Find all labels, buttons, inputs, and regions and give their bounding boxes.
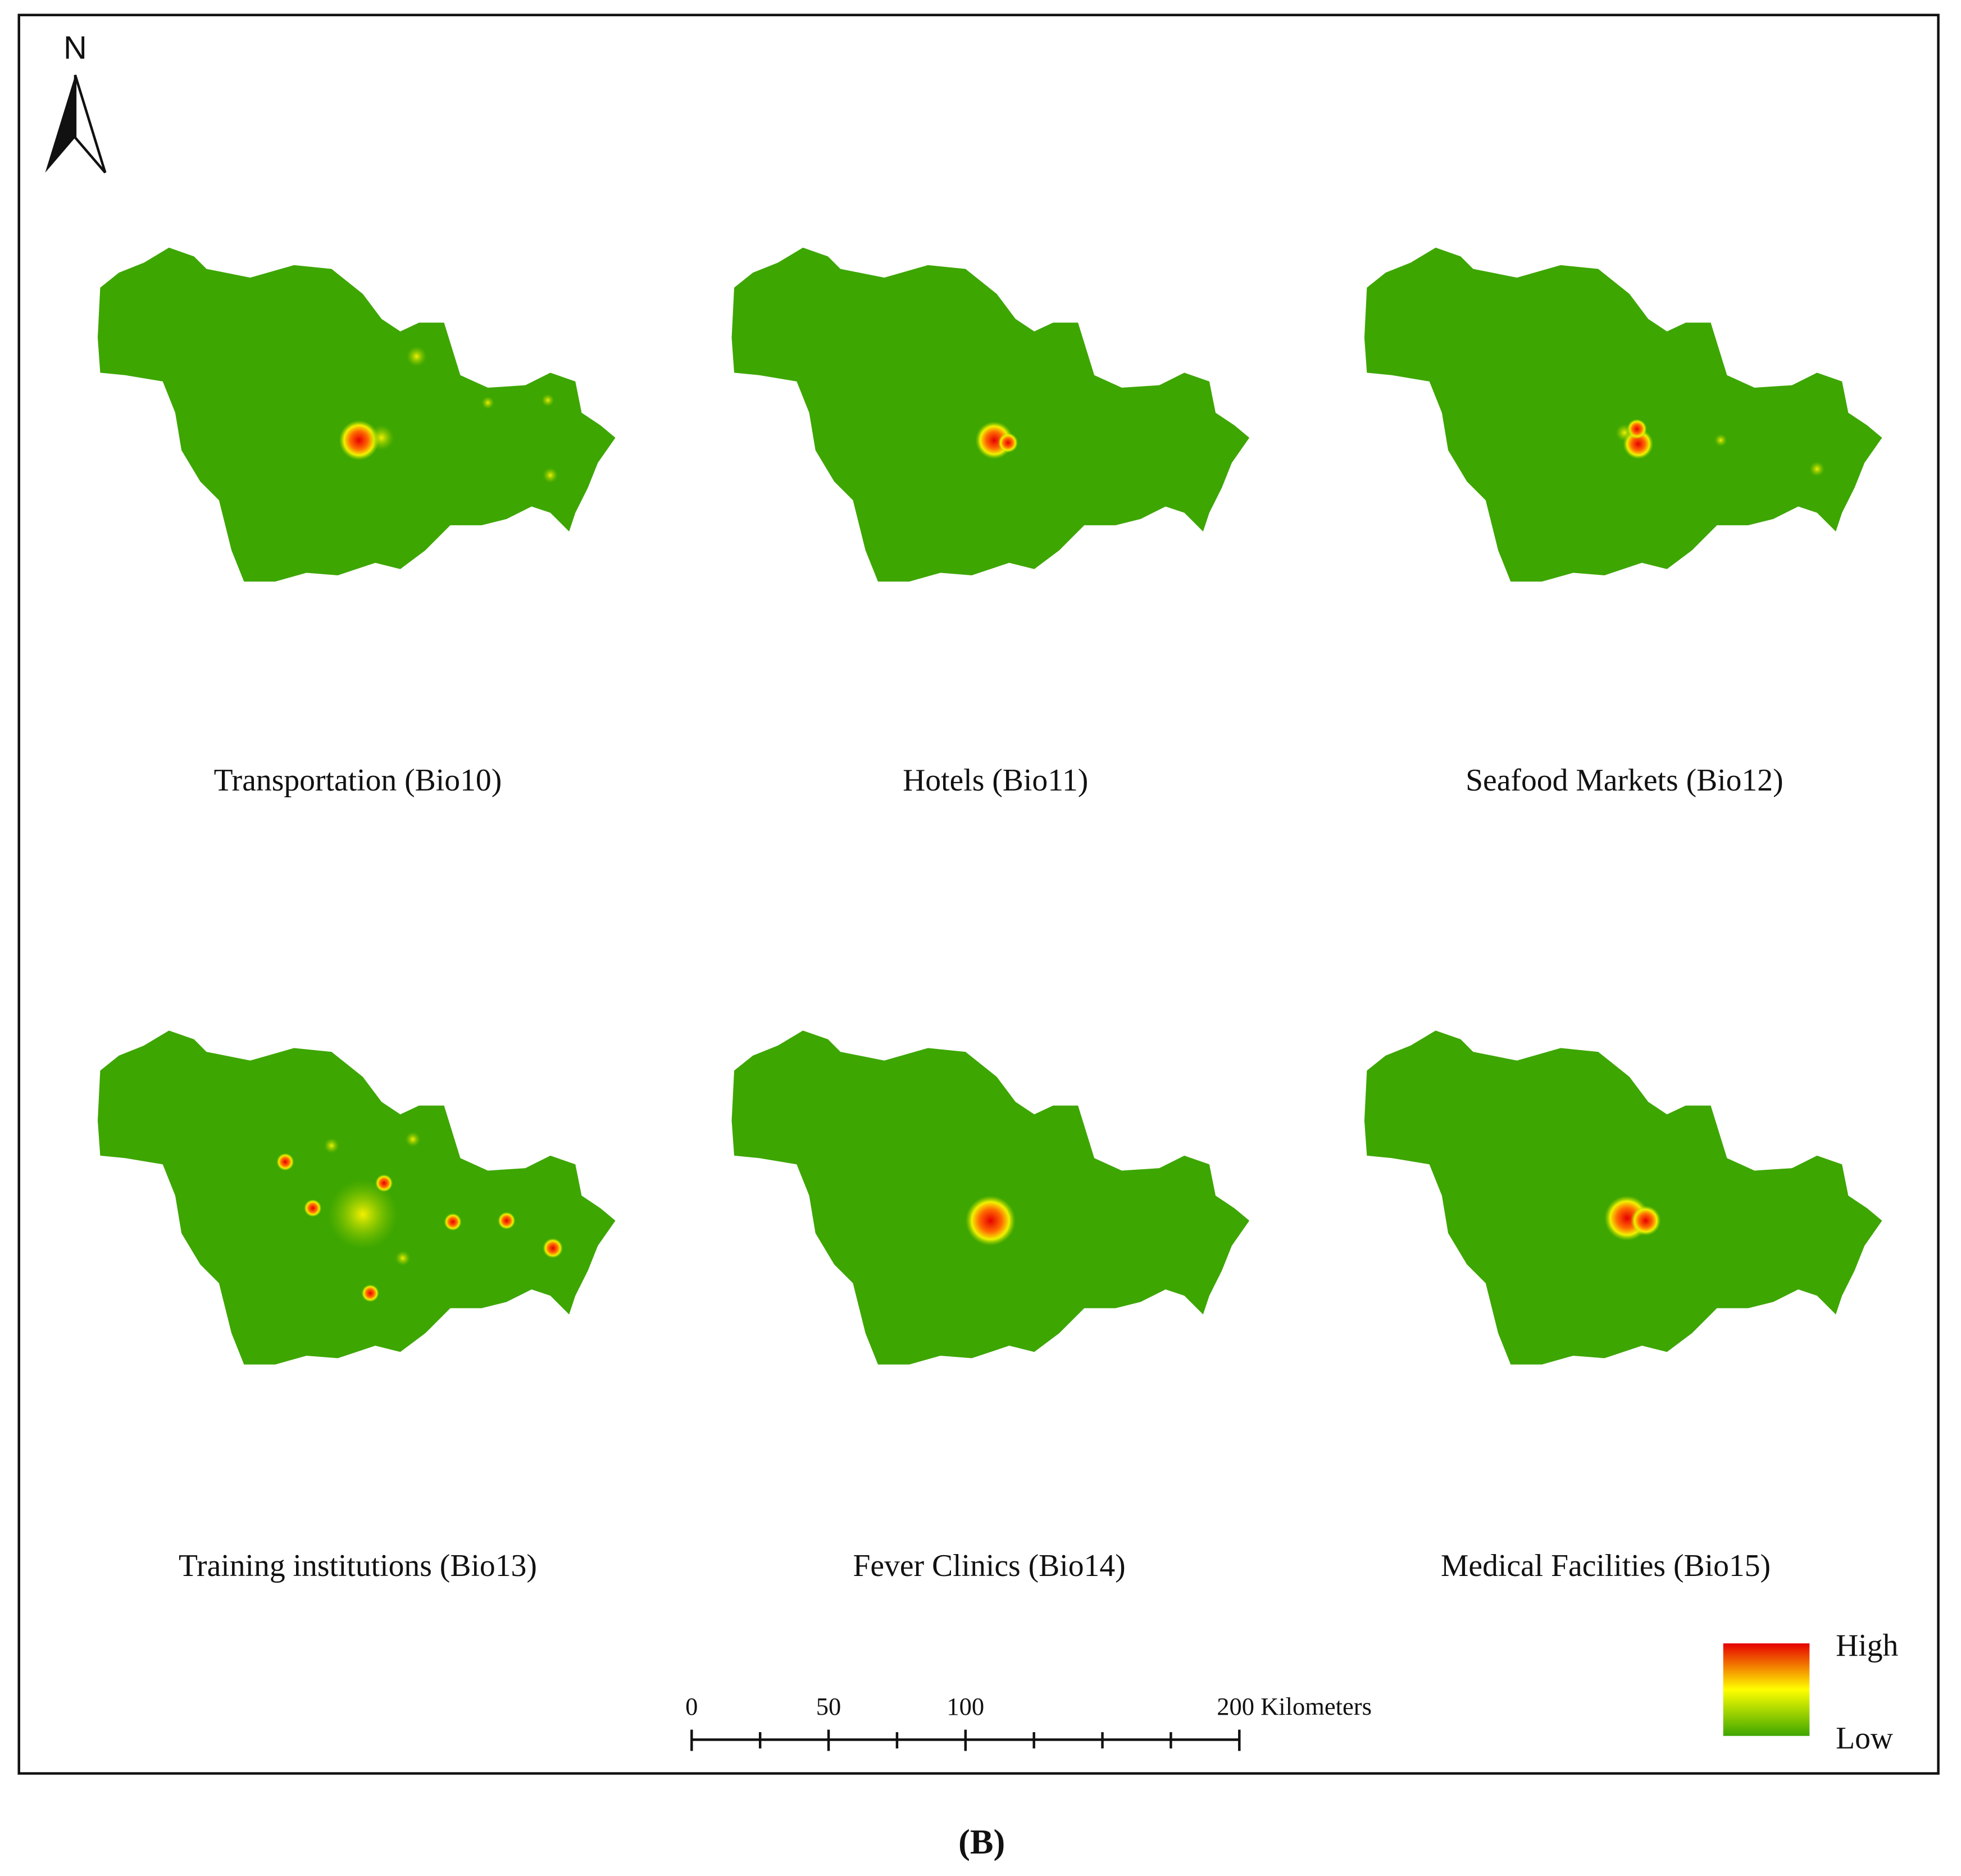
map-panel: [97, 1030, 616, 1365]
legend-low: Low: [1836, 1721, 1893, 1756]
scale-label: 100: [947, 1692, 984, 1720]
panel-title: Fever Clinics (Bio14): [853, 1548, 1125, 1583]
panel-title: Hotels (Bio11): [903, 763, 1088, 798]
scale-label: 0: [685, 1692, 698, 1720]
scale-label: 200 Kilometers: [1217, 1692, 1372, 1720]
panel-title: Training institutions (Bio13): [179, 1548, 537, 1583]
map-panel: [97, 247, 616, 582]
caption: (B): [958, 1823, 1005, 1861]
map-panel: [1364, 247, 1882, 582]
panel-title: Transportation (Bio10): [214, 763, 502, 798]
map-panel: [731, 1030, 1250, 1365]
panel-title: Medical Facilities (Bio15): [1441, 1548, 1771, 1583]
scale-bar: [690, 1729, 1241, 1751]
legend-high: High: [1836, 1628, 1898, 1663]
legend-ramp: [1723, 1643, 1810, 1736]
map-panel: [731, 247, 1250, 582]
panel-title: Seafood Markets (Bio12): [1466, 763, 1783, 798]
north-label: N: [63, 30, 87, 66]
map-panel: [1364, 1030, 1882, 1365]
scale-label: 50: [816, 1692, 841, 1720]
north-arrow: N: [45, 30, 107, 174]
frame: [17, 13, 1940, 1775]
